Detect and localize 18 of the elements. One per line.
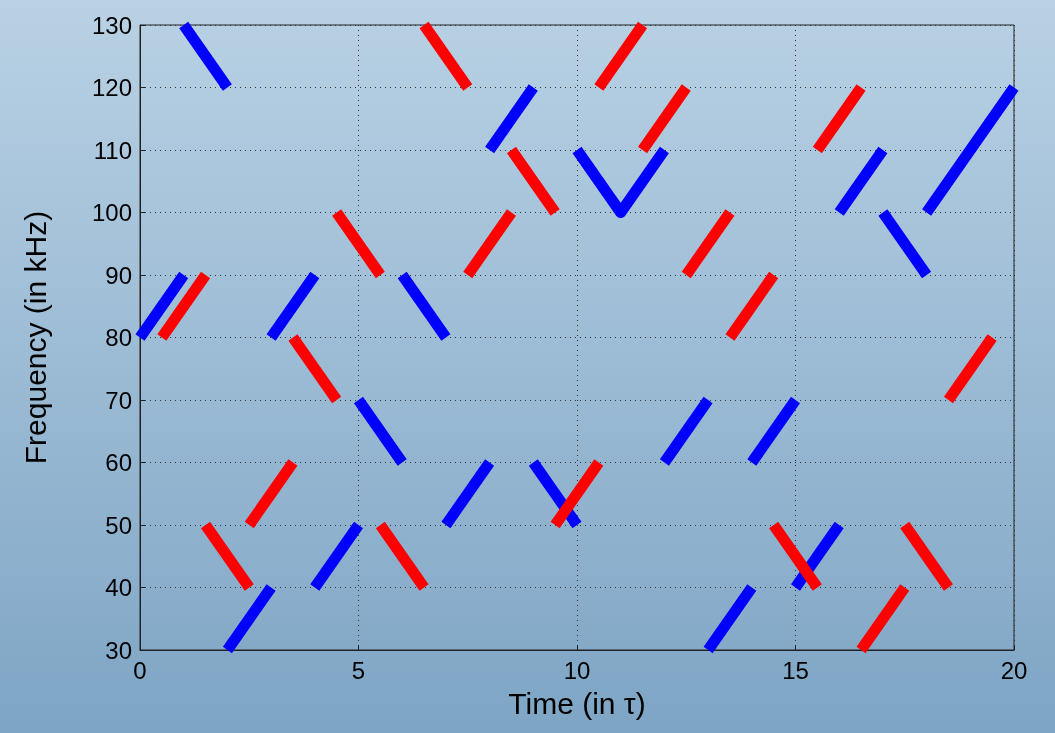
x-tick-label: 15: [782, 656, 809, 684]
y-tick-label: 110: [93, 136, 132, 164]
x-tick-label: 10: [563, 656, 591, 684]
y-tick-label: 70: [105, 386, 132, 414]
y-tick-label: 90: [105, 261, 132, 289]
y-axis-title: Frequency (in kHz): [18, 210, 52, 465]
y-tick-label: 80: [105, 324, 132, 351]
y-tick-label: 30: [105, 636, 132, 664]
x-tick-label: 0: [133, 656, 147, 684]
x-tick-label: 5: [351, 656, 366, 684]
y-tick-label: 50: [105, 511, 132, 539]
y-tick-label: 60: [105, 449, 132, 476]
y-tick-label: 100: [91, 199, 132, 226]
x-axis-title: Time (in τ): [508, 686, 646, 720]
y-tick-label: 120: [91, 74, 132, 101]
y-tick-label: 130: [91, 11, 132, 39]
x-tick-label: 20: [1000, 656, 1028, 684]
y-tick-label: 40: [105, 574, 132, 601]
